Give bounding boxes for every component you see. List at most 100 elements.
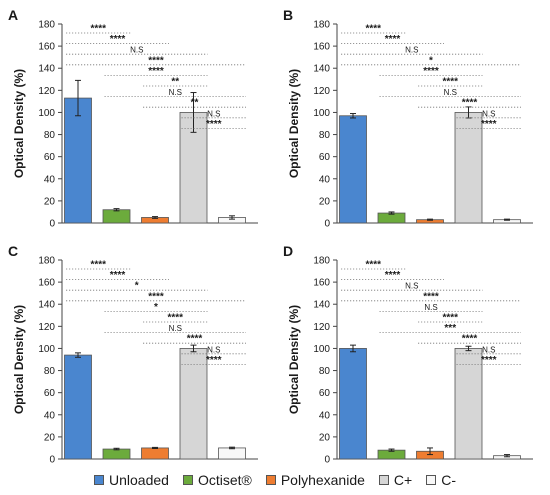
panel-c: C Optical Density (%) 0 20 40 60 80 100 120 140 16… (8, 243, 258, 466)
y-tick-label: 0 (49, 455, 55, 466)
y-tick-label: 140 (313, 300, 330, 311)
legend-label-unloaded: Unloaded (109, 472, 169, 488)
legend-label-c-plus: C+ (393, 472, 413, 488)
significance-label: **** (148, 291, 164, 302)
y-tick-label: 180 (38, 20, 55, 31)
y-tick-label: 0 (324, 219, 330, 230)
significance-label: **** (385, 34, 401, 45)
significance-label: **** (481, 119, 497, 130)
y-tick-label: 180 (313, 256, 330, 267)
significance-label: **** (365, 24, 381, 35)
panel-label: D (283, 243, 293, 259)
bar-c+ (179, 348, 208, 460)
legend-item-unloaded: Unloaded (94, 472, 169, 488)
bar-polyhexanide (141, 447, 169, 460)
y-tick-label: 160 (38, 278, 55, 289)
y-tick-label: 100 (38, 344, 55, 355)
y-tick-label: 40 (44, 410, 56, 421)
y-axis-label: Optical Density (%) (12, 305, 26, 414)
legend-swatch-c-plus (378, 475, 389, 485)
significance-label: ** (171, 77, 179, 88)
y-tick-label: 0 (49, 219, 55, 230)
y-tick-label: 100 (38, 108, 55, 119)
significance-label: **** (462, 334, 478, 345)
y-tick-label: 140 (38, 64, 55, 75)
significance-label: **** (423, 291, 439, 302)
significance-label: **** (365, 260, 381, 271)
y-tick-label: 120 (38, 322, 55, 333)
y-tick-label: 140 (313, 64, 330, 75)
legend-swatch-unloaded (94, 475, 105, 485)
bar-c+ (454, 348, 483, 460)
significance-label: *** (444, 323, 456, 334)
panel-b: B Optical Density (%) 0 20 40 60 80 100 120 140 16… (283, 7, 533, 230)
significance-label: **** (442, 313, 458, 324)
significance-label: N.S (405, 46, 418, 55)
y-tick-label: 120 (38, 86, 55, 97)
legend-item-c-minus: C- (426, 472, 456, 488)
y-tick-label: 160 (38, 42, 55, 53)
y-axis-label: Optical Density (%) (287, 69, 301, 178)
significance-label: **** (423, 66, 439, 77)
legend-item-octiset: Octiset® (182, 472, 252, 488)
significance-label: N.S (482, 345, 495, 354)
significance-label: **** (110, 270, 126, 281)
y-tick-label: 40 (319, 410, 331, 421)
y-tick-label: 180 (313, 20, 330, 31)
panel-label: A (8, 7, 18, 23)
significance-label: **** (206, 355, 222, 366)
significance-label: **** (148, 55, 164, 66)
y-tick-label: 140 (38, 300, 55, 311)
significance-label: **** (206, 119, 222, 130)
bar-c+ (454, 112, 483, 224)
bar-octiset (102, 448, 131, 460)
bar-unloaded (64, 97, 92, 224)
bar-unloaded (64, 354, 92, 460)
significance-label: **** (90, 24, 106, 35)
significance-label: N.S (424, 303, 437, 312)
significance-label: N.S (169, 324, 182, 333)
significance-label: N.S (207, 109, 220, 118)
legend-swatch-octiset (182, 475, 193, 485)
y-tick-label: 60 (44, 152, 56, 163)
significance-label: **** (110, 34, 126, 45)
legend-label-c-minus: C- (441, 472, 456, 488)
legend: Unloaded Octiset® Polyhexanide C+ C- (0, 468, 550, 492)
y-tick-label: 40 (319, 174, 331, 185)
panel-a: A Optical Density (%) 0 20 40 60 80 100 120 140 16… (8, 7, 258, 230)
panel-label: C (8, 243, 18, 259)
legend-swatch-polyhexanide (265, 475, 276, 485)
legend-label-polyhexanide: Polyhexanide (280, 472, 365, 488)
y-tick-label: 60 (44, 388, 56, 399)
significance-label: N.S (130, 46, 143, 55)
y-tick-label: 20 (319, 432, 331, 443)
panel-label: B (283, 7, 293, 23)
y-tick-label: 80 (44, 366, 56, 377)
bar-octiset (102, 209, 131, 224)
significance-label: N.S (169, 88, 182, 97)
legend-swatch-c-minus (426, 475, 437, 485)
bar-unloaded (339, 115, 367, 224)
significance-label: * (154, 302, 158, 313)
significance-label: ** (191, 98, 199, 109)
significance-label: **** (148, 66, 164, 77)
y-tick-label: 20 (44, 432, 56, 443)
y-tick-label: 80 (44, 130, 56, 141)
legend-item-polyhexanide: Polyhexanide (265, 472, 365, 488)
y-tick-label: 0 (324, 455, 330, 466)
significance-label: **** (462, 98, 478, 109)
y-tick-label: 80 (319, 130, 331, 141)
y-tick-label: 80 (319, 366, 331, 377)
significance-label: **** (167, 313, 183, 324)
y-tick-label: 60 (319, 152, 331, 163)
legend-item-c-plus: C+ (378, 472, 413, 488)
significance-label: **** (442, 77, 458, 88)
significance-label: **** (481, 355, 497, 366)
y-tick-label: 120 (313, 322, 330, 333)
y-axis-label: Optical Density (%) (287, 305, 301, 414)
significance-label: N.S (444, 88, 457, 97)
y-tick-label: 120 (313, 86, 330, 97)
legend-label-octiset: Octiset® (197, 472, 252, 488)
significance-label: * (429, 55, 433, 66)
